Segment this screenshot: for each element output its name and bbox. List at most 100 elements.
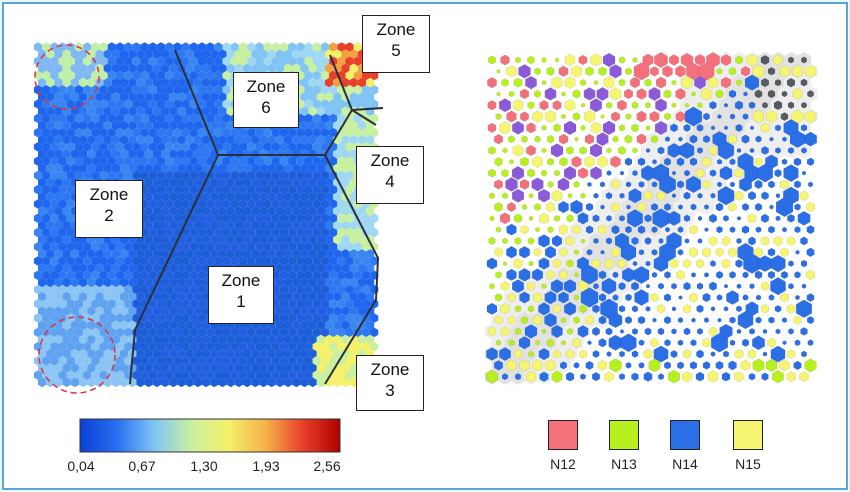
- umatrix-cell: [304, 242, 313, 252]
- umatrix-cell: [50, 56, 59, 66]
- component-hit-marker: [781, 158, 788, 166]
- umatrix-cell: [296, 170, 305, 181]
- component-hit-marker: [782, 226, 787, 233]
- component-hit-marker: [741, 225, 750, 234]
- component-hit-marker: [670, 349, 678, 359]
- umatrix-cell: [50, 327, 59, 338]
- component-hit-marker: [710, 306, 716, 312]
- umatrix-cell: [230, 227, 239, 238]
- umatrix-cell: [357, 291, 366, 302]
- component-hit-marker: [716, 158, 723, 165]
- umatrix-cell: [292, 63, 301, 74]
- umatrix-cell: [234, 49, 243, 59]
- component-hit-marker: [652, 317, 657, 323]
- umatrix-cell: [312, 313, 321, 323]
- umatrix-cell: [140, 242, 149, 252]
- umatrix-cell: [320, 370, 330, 380]
- umatrix-cell: [38, 135, 47, 145]
- component-hit-marker: [511, 188, 525, 203]
- umatrix-cell: [54, 149, 63, 159]
- component-hit-marker: [642, 53, 654, 67]
- umatrix-cell: [152, 206, 161, 216]
- umatrix-cell: [357, 77, 366, 88]
- umatrix-cell: [333, 220, 342, 231]
- umatrix-cell: [222, 341, 231, 352]
- umatrix-cell: [42, 256, 51, 266]
- component-hit-marker: [551, 235, 563, 247]
- component-hit-marker: [664, 112, 671, 121]
- component-hit-marker: [663, 316, 672, 325]
- umatrix-cell: [300, 306, 309, 316]
- umatrix-cell: [54, 92, 63, 102]
- umatrix-cell: [210, 63, 219, 74]
- umatrix-cell: [337, 242, 346, 252]
- umatrix-cell: [66, 85, 75, 95]
- component-hit-marker: [563, 279, 577, 294]
- umatrix-cell: [341, 320, 350, 330]
- umatrix-cell: [79, 63, 88, 74]
- umatrix-cell: [308, 206, 317, 216]
- component-hit-marker: [563, 166, 577, 181]
- umatrix-cell: [279, 156, 289, 166]
- umatrix-cell: [292, 220, 301, 231]
- umatrix-cell: [33, 56, 43, 66]
- legend-item-n14: N14: [668, 420, 702, 472]
- umatrix-cell: [132, 56, 141, 66]
- umatrix-cell: [54, 234, 63, 245]
- component-hit-marker: [760, 304, 770, 314]
- component-hit-marker: [755, 226, 762, 233]
- component-hit-marker: [623, 88, 634, 100]
- component-hit-marker: [551, 189, 563, 202]
- component-hit-marker: [506, 359, 517, 372]
- component-hit-marker: [695, 168, 705, 178]
- component-hit-marker: [729, 271, 736, 279]
- component-hit-marker: [632, 147, 638, 154]
- component-hit-marker: [749, 147, 755, 154]
- umatrix-cell: [206, 156, 215, 166]
- umatrix-cell: [210, 120, 219, 131]
- component-hit-marker: [671, 102, 677, 109]
- umatrix-cell: [87, 334, 96, 345]
- umatrix-cell: [361, 341, 371, 352]
- umatrix-cell: [132, 99, 141, 109]
- umatrix-cell: [62, 291, 71, 302]
- umatrix-cell: [74, 70, 84, 81]
- component-hit-marker: [677, 339, 684, 346]
- component-hit-marker: [563, 301, 577, 316]
- component-hit-marker: [662, 65, 673, 78]
- umatrix-cell: [329, 299, 338, 309]
- umatrix-cell: [361, 99, 371, 109]
- component-hit-marker: [685, 175, 702, 194]
- umatrix-cell: [107, 313, 116, 323]
- umatrix-cell: [181, 156, 190, 166]
- component-hit-marker: [670, 123, 678, 133]
- umatrix-cell: [308, 320, 317, 330]
- umatrix-cell: [99, 341, 108, 352]
- component-hit-marker: [805, 269, 816, 281]
- component-hit-marker: [648, 87, 661, 101]
- component-hit-marker: [573, 361, 580, 369]
- umatrix-cell: [140, 170, 149, 181]
- umatrix-cell: [54, 306, 63, 316]
- umatrix-cell: [107, 127, 116, 138]
- colorbar-tick: 0,04: [67, 458, 95, 474]
- umatrix-cell: [243, 177, 252, 188]
- umatrix-cell: [42, 99, 51, 109]
- umatrix-cell: [214, 256, 223, 266]
- component-hit-marker: [752, 335, 765, 351]
- component-hit-marker: [532, 110, 543, 123]
- umatrix-cell: [341, 263, 350, 273]
- component-hit-marker: [804, 358, 817, 373]
- component-hit-marker: [689, 224, 698, 235]
- umatrix-cell: [206, 256, 215, 266]
- component-hit-marker: [580, 373, 586, 381]
- umatrix-cell: [95, 306, 104, 316]
- umatrix-cell: [42, 85, 51, 95]
- umatrix-cell: [337, 284, 346, 295]
- umatrix-cell: [230, 242, 239, 252]
- umatrix-cell: [325, 263, 334, 273]
- umatrix-cell: [161, 363, 170, 373]
- umatrix-cell: [169, 206, 178, 216]
- umatrix-cell: [320, 170, 330, 181]
- umatrix-cell: [181, 99, 190, 109]
